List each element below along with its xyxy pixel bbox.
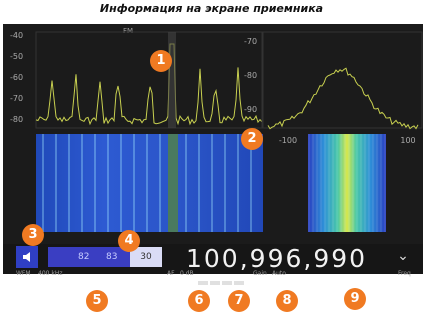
chevron-down-icon[interactable]: ⌄	[397, 248, 409, 264]
callout-marker-8: 8	[276, 290, 298, 312]
af-value: 0 dB	[180, 270, 194, 277]
speaker-icon	[23, 252, 30, 262]
callout-marker-4: 4	[118, 230, 140, 252]
callout-marker-9: 9	[344, 288, 366, 310]
y-tick-label: -80	[244, 71, 257, 80]
freq-box-selected[interactable]: 30	[130, 247, 162, 267]
bandwidth-label[interactable]: 400 kHz	[38, 270, 63, 277]
right-spectrum: -70-80-90 -100-50050100	[244, 31, 423, 145]
y-tick-label: -90	[244, 105, 257, 114]
gain-value[interactable]: Auto	[272, 270, 286, 277]
left-spectrum: -40-50-60-70-80 9899100101102	[10, 31, 264, 145]
page-title: Информация на экране приемника	[99, 2, 324, 15]
volume-bar[interactable]	[198, 270, 248, 285]
freq-box-label: 82	[78, 252, 90, 262]
callout-marker-6: 6	[188, 290, 210, 312]
callout-marker-2: 2	[241, 128, 263, 150]
x-tick-label: 100	[400, 136, 415, 145]
frequency-slider-box[interactable]: 82 83 30	[48, 247, 162, 267]
waterfall-right	[308, 134, 386, 232]
waterfall-left	[36, 134, 263, 232]
freq-label: Freq	[398, 270, 411, 277]
callout-marker-1: 1	[150, 50, 172, 72]
af-label: AF	[167, 270, 175, 277]
y-tick-label: -50	[10, 52, 23, 61]
right-spectrum-trace	[267, 67, 419, 130]
gain-label: Gain	[253, 270, 267, 277]
y-tick-label: -70	[10, 94, 23, 103]
x-tick-label: -100	[279, 136, 297, 145]
y-tick-label: -40	[10, 31, 23, 40]
waterfall-tuned-strip	[168, 134, 178, 232]
y-tick-label: -60	[10, 73, 23, 82]
left-spectrum-trace	[35, 43, 263, 126]
y-tick-label: -70	[244, 37, 257, 46]
y-tick-label: -80	[10, 115, 23, 124]
callout-marker-7: 7	[228, 290, 250, 312]
callout-marker-3: 3	[22, 224, 44, 246]
freq-box-label: 83	[106, 252, 118, 262]
tuned-channel-band	[168, 32, 176, 128]
mute-button[interactable]	[16, 246, 38, 268]
mode-label[interactable]: WFM	[16, 270, 31, 277]
frequency-display[interactable]: 100,996,990	[186, 244, 368, 273]
fm-label: FM	[123, 27, 134, 35]
callout-marker-5: 5	[86, 290, 108, 312]
